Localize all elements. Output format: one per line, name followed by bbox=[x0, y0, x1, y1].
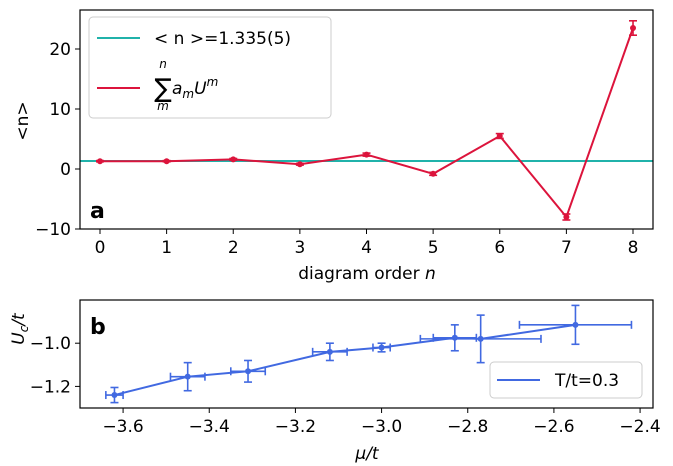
x-tick-label-2: −3.2 bbox=[275, 417, 316, 437]
x-tick-label-5: 5 bbox=[428, 238, 439, 258]
panel-a-y-axis-label: <n> bbox=[13, 101, 33, 140]
data-point-5 bbox=[451, 334, 458, 341]
legend-sum-term: amUm bbox=[172, 75, 218, 101]
data-point-6 bbox=[477, 335, 484, 342]
y-tick-label-3: 20 bbox=[49, 40, 71, 60]
panel-b: −3.6 −3.4 −3.2 −3.0 −2.8 −2.6 −2.4 −1.2 −1.0 b μ… bbox=[9, 299, 661, 464]
plot-frame bbox=[79, 9, 654, 230]
legend-hline-label: < n >=1.335(5) bbox=[154, 29, 291, 49]
x-tick-label-3: 3 bbox=[294, 238, 305, 258]
panel-b-legend: T/t=0.3 bbox=[489, 361, 643, 399]
data-point-3 bbox=[296, 161, 303, 168]
data-point-3 bbox=[326, 348, 333, 355]
data-point-7 bbox=[572, 321, 579, 328]
x-tick-label-0: −3.6 bbox=[102, 417, 143, 437]
legend-sum-bottom: m bbox=[157, 99, 169, 113]
y-tick-label-1: −1.0 bbox=[30, 334, 71, 354]
data-point-4 bbox=[378, 344, 385, 351]
x-tick-label-8: 8 bbox=[628, 238, 639, 258]
x-tick-label-4: 4 bbox=[361, 238, 372, 258]
panel-a-letter: a bbox=[90, 199, 105, 224]
x-tick-label-3: −3.0 bbox=[361, 417, 402, 437]
data-point-8 bbox=[630, 25, 637, 31]
panel-b-y-axis-label: Uc/t bbox=[9, 312, 31, 345]
data-point-5 bbox=[430, 170, 437, 177]
y-tick-label-1: 0 bbox=[60, 160, 71, 180]
data-point-2 bbox=[230, 156, 237, 163]
y-tick-label-0: −10 bbox=[35, 220, 71, 240]
legend-series-label: n ∑ m amUm bbox=[154, 57, 218, 113]
legend-sum-symbol: ∑ bbox=[154, 74, 172, 104]
legend-sum-top: n bbox=[159, 57, 167, 71]
x-tick-label-5: −2.6 bbox=[533, 417, 574, 437]
data-point-6 bbox=[496, 133, 503, 139]
data-point-2 bbox=[245, 368, 252, 375]
panel-a-legend: < n >=1.335(5) n ∑ m amUm bbox=[88, 16, 332, 119]
data-point-1 bbox=[163, 158, 170, 165]
data-point-0 bbox=[111, 392, 118, 399]
panel-a-plot-area: 0 1 2 3 4 5 6 7 8 −10 0 10 20 bbox=[35, 9, 654, 258]
x-tick-label-2: 2 bbox=[228, 238, 239, 258]
data-point-0 bbox=[96, 158, 103, 165]
x-tick-label-4: −2.8 bbox=[447, 417, 488, 437]
panel-b-letter: b bbox=[90, 315, 106, 340]
plot-frame bbox=[79, 299, 654, 409]
legend-b-label: T/t=0.3 bbox=[554, 371, 619, 391]
x-tick-label-1: 1 bbox=[161, 238, 172, 258]
x-tick-label-0: 0 bbox=[95, 238, 106, 258]
x-tick-label-1: −3.4 bbox=[189, 417, 230, 437]
x-tick-label-7: 7 bbox=[561, 238, 572, 258]
x-tick-label-6: −2.4 bbox=[619, 417, 660, 437]
panel-a-x-axis-label: diagram order n bbox=[298, 264, 436, 284]
y-tick-label-2: 10 bbox=[49, 100, 71, 120]
y-tick-label-0: −1.2 bbox=[30, 377, 71, 397]
panel-b-plot-area: −3.6 −3.4 −3.2 −3.0 −2.8 −2.6 −2.4 −1.2 −1.0 bbox=[30, 299, 661, 437]
data-point-1 bbox=[184, 373, 191, 380]
data-point-4 bbox=[363, 151, 370, 158]
panel-b-x-axis-label: μ/t bbox=[354, 444, 380, 464]
x-tick-label-6: 6 bbox=[494, 238, 505, 258]
data-point-7 bbox=[563, 214, 570, 220]
